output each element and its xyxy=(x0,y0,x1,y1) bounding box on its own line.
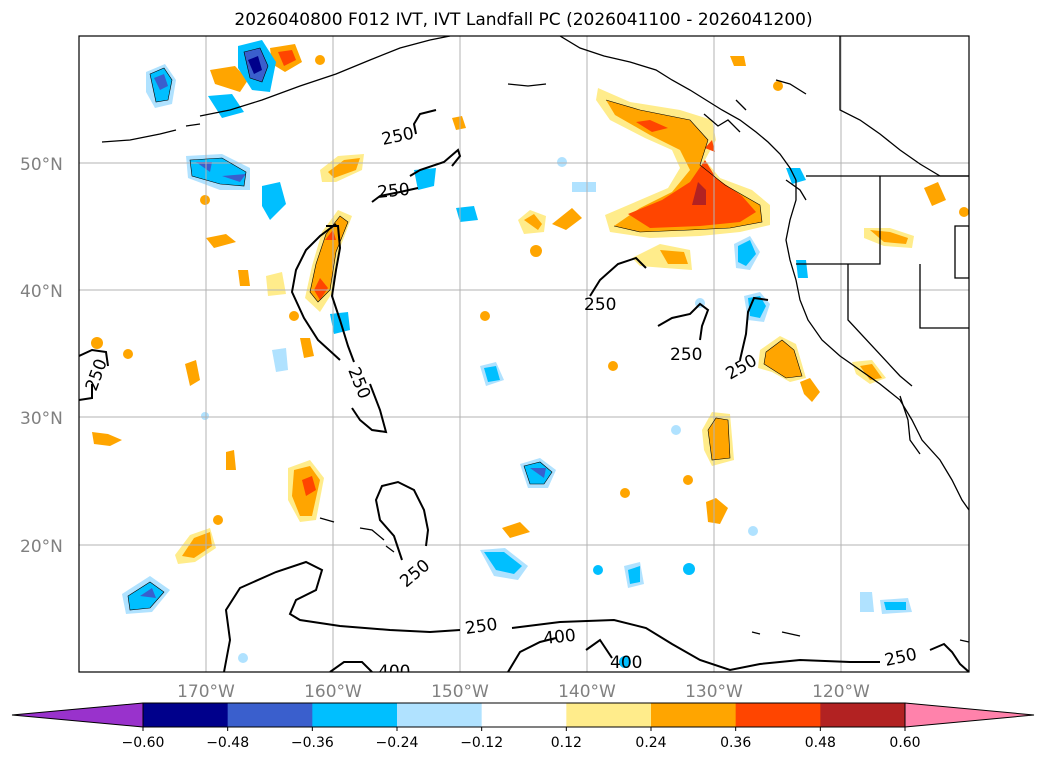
colorbar-segment xyxy=(397,703,483,727)
colorbar-tick-label: 0.60 xyxy=(889,735,920,751)
colorbar-segment xyxy=(312,703,398,727)
colorbar-segment xyxy=(12,703,143,727)
lon-label: 160°W xyxy=(304,682,362,702)
colorbar-segment xyxy=(820,703,906,727)
lon-label: 120°W xyxy=(812,682,870,702)
lat-label: 40°N xyxy=(20,282,63,302)
lon-label: 150°W xyxy=(431,682,489,702)
colorbar-tick-label: −0.60 xyxy=(122,735,165,751)
contour-label: 400 xyxy=(610,653,642,673)
colorbar-segment xyxy=(481,703,567,727)
correlation-outlines xyxy=(127,47,803,611)
map-title: 2026040800 F012 IVT, IVT Landfall PC (20… xyxy=(234,10,813,30)
colorbar-extend-high xyxy=(904,702,1035,728)
contour-label: 250 xyxy=(584,295,616,315)
lon-label: 170°W xyxy=(177,682,235,702)
colorbar-tick-label: −0.24 xyxy=(376,735,419,751)
contour-label: 250 xyxy=(376,180,410,203)
contour-label: 400 xyxy=(378,662,410,682)
colorbar-frame xyxy=(142,702,906,728)
lat-label: 50°N xyxy=(20,155,63,175)
contour-label: 250 xyxy=(670,345,702,365)
colorbar-segment xyxy=(566,703,652,727)
lon-label: 140°W xyxy=(558,682,616,702)
colorbar-segment xyxy=(143,703,229,727)
map-frame xyxy=(78,35,970,673)
colorbar-segment xyxy=(651,703,737,727)
colorbar-tick-label: −0.36 xyxy=(291,735,334,751)
colorbar-segment xyxy=(227,703,313,727)
colorbar-extend-low xyxy=(11,702,144,728)
colorbar-segment xyxy=(905,703,1034,727)
lon-label: 130°W xyxy=(685,682,743,702)
colorbar-segment xyxy=(735,703,821,727)
coastlines xyxy=(101,36,969,643)
map-area xyxy=(79,36,969,672)
colorbar-tick-label: 0.12 xyxy=(551,735,582,751)
colorbar-tick-label: 0.48 xyxy=(805,735,836,751)
colorbar-tick-label: 0.24 xyxy=(635,735,666,751)
ivt-contours xyxy=(79,109,969,672)
correlation-shading xyxy=(91,40,969,668)
contour-label: 250 xyxy=(464,615,499,639)
colorbar: −0.60 −0.48 −0.36 −0.24 −0.12 0.12 0.24 0.36 0.4… xyxy=(11,702,1035,751)
contour-label: 400 xyxy=(542,626,576,649)
colorbar-tick-label: −0.48 xyxy=(206,735,249,751)
colorbar-tick-label: −0.12 xyxy=(460,735,503,751)
lat-label: 20°N xyxy=(20,537,63,557)
colorbar-tick-label: 0.36 xyxy=(720,735,751,751)
lat-label: 30°N xyxy=(20,409,63,429)
